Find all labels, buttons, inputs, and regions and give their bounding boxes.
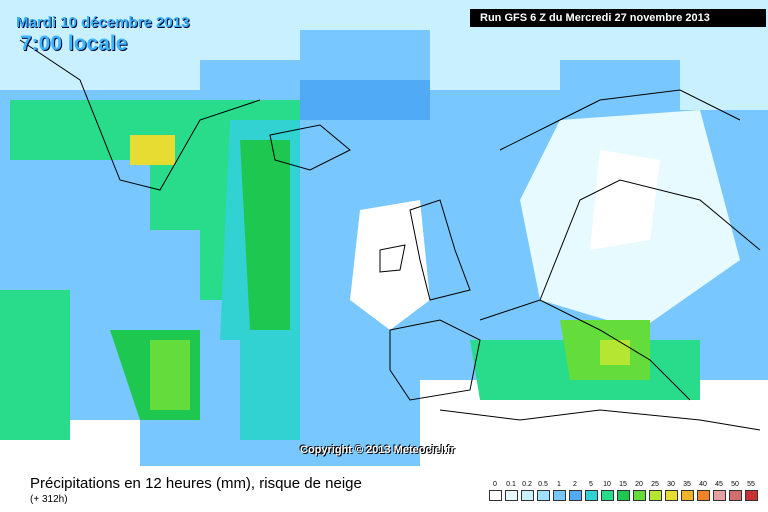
legend-swatch (728, 490, 742, 501)
legend-label: 2 (573, 481, 577, 488)
legend: 0 0.1 0.2 0.5 1 2 5 10 15 20 25 30 35 40 45 50 55 (487, 480, 759, 501)
legend-swatch (664, 490, 678, 501)
precipitation-map (0, 0, 768, 466)
legend-swatch (520, 490, 534, 501)
legend-label: 10 (603, 481, 611, 488)
legend-label: 45 (715, 481, 723, 488)
copyright: Copyright © 2013 Meteociel.fr (300, 444, 455, 456)
precip-fields (0, 0, 768, 466)
forecast-hour: 7:00 locale (20, 32, 128, 55)
legend-label: 35 (683, 481, 691, 488)
legend-label: 0.1 (506, 481, 516, 488)
legend-swatch (712, 490, 726, 501)
legend-label: 25 (651, 481, 659, 488)
legend-swatch (504, 490, 518, 501)
legend-swatch (632, 490, 646, 501)
legend-swatch (744, 490, 758, 501)
legend-label: 0.2 (522, 481, 532, 488)
run-info: Run GFS 6 Z du Mercredi 27 novembre 2013 (470, 9, 766, 27)
legend-swatch (696, 490, 710, 501)
legend-item: 30 (663, 480, 679, 501)
forecast-date: Mardi 10 décembre 2013 (16, 14, 190, 31)
legend-label: 0 (493, 481, 497, 488)
map-title: Précipitations en 12 heures (mm), risque… (30, 475, 362, 492)
legend-item: 50 (727, 480, 743, 501)
legend-item: 55 (743, 480, 759, 501)
legend-item: 35 (679, 480, 695, 501)
legend-swatch (568, 490, 582, 501)
legend-label: 0.5 (538, 481, 548, 488)
coastlines (19, 39, 761, 431)
legend-item: 45 (711, 480, 727, 501)
map-subtitle: (+ 312h) (30, 494, 68, 505)
legend-label: 40 (699, 481, 707, 488)
legend-label: 50 (731, 481, 739, 488)
legend-item: 10 (599, 480, 615, 501)
legend-swatch (584, 490, 598, 501)
legend-swatch (600, 490, 614, 501)
legend-swatch (488, 490, 502, 501)
legend-item: 0.2 (519, 480, 535, 501)
legend-swatch (680, 490, 694, 501)
legend-label: 5 (589, 481, 593, 488)
legend-item: 5 (583, 480, 599, 501)
legend-item: 15 (615, 480, 631, 501)
legend-item: 2 (567, 480, 583, 501)
legend-item: 0 (487, 480, 503, 501)
legend-item: 40 (695, 480, 711, 501)
legend-item: 25 (647, 480, 663, 501)
legend-label: 1 (557, 481, 561, 488)
legend-label: 55 (747, 481, 755, 488)
legend-swatch (536, 490, 550, 501)
legend-item: 20 (631, 480, 647, 501)
legend-item: 0.5 (535, 480, 551, 501)
legend-item: 0.1 (503, 480, 519, 501)
legend-label: 15 (619, 481, 627, 488)
legend-swatch (552, 490, 566, 501)
legend-swatch (616, 490, 630, 501)
legend-label: 30 (667, 481, 675, 488)
legend-swatch (648, 490, 662, 501)
legend-item: 1 (551, 480, 567, 501)
legend-label: 20 (635, 481, 643, 488)
